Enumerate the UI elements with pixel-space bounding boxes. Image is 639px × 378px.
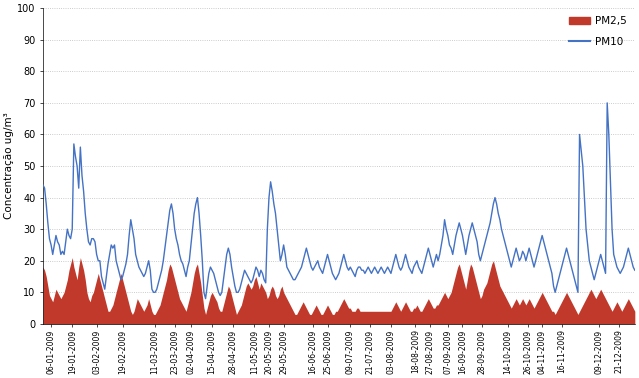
Y-axis label: Concentração ug/m³: Concentração ug/m³ (4, 113, 14, 219)
Legend: PM2,5, PM10: PM2,5, PM10 (566, 13, 629, 50)
